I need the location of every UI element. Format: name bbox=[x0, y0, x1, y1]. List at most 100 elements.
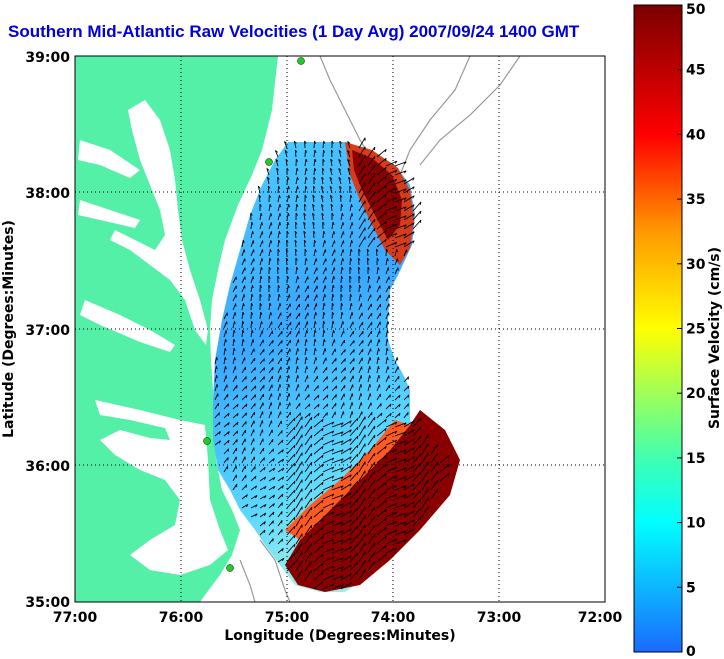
velocity-arrow bbox=[277, 502, 283, 509]
velocity-arrow-head bbox=[296, 266, 299, 270]
velocity-arrow-head bbox=[329, 167, 333, 171]
velocity-arrow-head bbox=[335, 367, 337, 371]
map-title: Southern Mid-Atlantic Raw Velocities (1 … bbox=[8, 22, 580, 41]
velocity-arrow bbox=[295, 497, 303, 509]
velocity-arrow-head bbox=[331, 529, 335, 533]
velocity-arrow-head bbox=[321, 581, 324, 585]
velocity-arrow bbox=[421, 452, 429, 464]
velocity-arrow bbox=[286, 435, 296, 446]
velocity-arrow-head bbox=[387, 267, 390, 271]
velocity-arrow bbox=[348, 177, 351, 185]
velocity-arrow bbox=[347, 159, 351, 167]
velocity-arrow bbox=[268, 520, 274, 527]
velocity-arrow bbox=[385, 511, 398, 518]
velocity-arrow bbox=[277, 312, 282, 320]
velocity-arrow bbox=[322, 267, 327, 275]
velocity-arrow bbox=[313, 167, 316, 176]
y-tick-3: 36:00 bbox=[25, 459, 70, 475]
velocity-arrow-head bbox=[338, 176, 342, 180]
velocity-arrow-head bbox=[236, 404, 239, 408]
velocity-arrow bbox=[331, 411, 336, 419]
velocity-arrow bbox=[250, 438, 255, 446]
velocity-arrow-head bbox=[288, 186, 290, 190]
velocity-arrow-head bbox=[278, 293, 281, 298]
velocity-arrow bbox=[322, 466, 335, 473]
velocity-arrow bbox=[286, 221, 289, 230]
velocity-arrow bbox=[358, 515, 366, 527]
velocity-arrow-head bbox=[356, 570, 359, 574]
velocity-arrow-head bbox=[394, 160, 398, 164]
velocity-arrow-head bbox=[243, 249, 246, 253]
velocity-arrow bbox=[321, 177, 324, 185]
velocity-arrow bbox=[394, 249, 398, 257]
velocity-arrow bbox=[313, 249, 316, 257]
velocity-arrow bbox=[340, 367, 346, 374]
velocity-arrow-head bbox=[344, 376, 346, 380]
velocity-arrow bbox=[268, 321, 273, 329]
velocity-arrow bbox=[277, 511, 283, 518]
velocity-arrow bbox=[340, 231, 344, 239]
velocity-arrow-head bbox=[394, 475, 398, 479]
velocity-arrow bbox=[266, 168, 270, 176]
velocity-arrow bbox=[313, 230, 315, 239]
velocity-arrow-head bbox=[403, 422, 407, 426]
velocity-arrow-head bbox=[259, 302, 262, 306]
velocity-arrow-head bbox=[322, 221, 325, 225]
velocity-arrow-head bbox=[331, 311, 335, 315]
velocity-arrow bbox=[349, 194, 352, 203]
velocity-arrow-head bbox=[419, 417, 422, 422]
velocity-arrow-head bbox=[360, 393, 362, 397]
velocity-arrow bbox=[421, 497, 429, 509]
velocity-arrow-head bbox=[323, 140, 326, 144]
velocity-arrow bbox=[286, 411, 291, 419]
velocity-arrow-head bbox=[215, 365, 218, 370]
velocity-arrow-head bbox=[293, 426, 296, 431]
velocity-arrow-head bbox=[288, 204, 290, 208]
velocity-arrow bbox=[313, 267, 318, 275]
velocity-arrow-head bbox=[272, 458, 275, 462]
velocity-arrow-head bbox=[349, 492, 352, 496]
velocity-arrow-head bbox=[398, 394, 401, 399]
velocity-arrow bbox=[331, 557, 344, 563]
velocity-arrow-head bbox=[263, 476, 267, 480]
velocity-arrow bbox=[286, 498, 296, 509]
velocity-arrow-head bbox=[394, 430, 398, 434]
velocity-arrow-head bbox=[369, 393, 372, 397]
velocity-arrow-head bbox=[342, 411, 345, 415]
velocity-arrow bbox=[277, 439, 284, 446]
velocity-arrow-head bbox=[294, 248, 298, 252]
velocity-arrow bbox=[394, 206, 407, 212]
velocity-arrow-head bbox=[419, 498, 422, 503]
velocity-arrow-head bbox=[447, 473, 450, 477]
velocity-arrow bbox=[403, 240, 415, 248]
velocity-arrow-head bbox=[285, 257, 289, 261]
velocity-arrow bbox=[259, 429, 263, 437]
velocity-arrow bbox=[439, 454, 450, 464]
velocity-arrow bbox=[385, 294, 390, 302]
velocity-arrow bbox=[304, 375, 308, 383]
velocity-arrow-head bbox=[331, 511, 335, 515]
velocity-arrow bbox=[349, 471, 359, 482]
velocity-arrow-head bbox=[356, 525, 359, 529]
velocity-arrow bbox=[304, 412, 311, 419]
velocity-arrow bbox=[358, 321, 364, 329]
velocity-arrow-head bbox=[331, 457, 335, 461]
velocity-arrow-head bbox=[321, 572, 324, 576]
velocity-arrow bbox=[286, 507, 296, 518]
velocity-arrow-head bbox=[279, 222, 281, 226]
velocity-arrow-head bbox=[384, 176, 387, 180]
velocity-arrow bbox=[295, 515, 303, 527]
velocity-arrow bbox=[304, 470, 313, 482]
velocity-arrow bbox=[241, 267, 246, 275]
velocity-arrow-head bbox=[340, 449, 344, 453]
velocity-arrow bbox=[340, 519, 352, 527]
velocity-arrow bbox=[277, 357, 282, 365]
velocity-arrow bbox=[286, 561, 296, 572]
velocity-arrow-head bbox=[344, 367, 346, 371]
velocity-arrow bbox=[385, 258, 388, 266]
velocity-arrow bbox=[385, 493, 398, 500]
velocity-arrow bbox=[259, 466, 266, 473]
velocity-arrow-head bbox=[356, 489, 359, 493]
x-axis: 77:00 76:00 75:00 74:00 73:00 72:00 Long… bbox=[53, 610, 623, 644]
x-tick-5: 72:00 bbox=[578, 610, 623, 626]
